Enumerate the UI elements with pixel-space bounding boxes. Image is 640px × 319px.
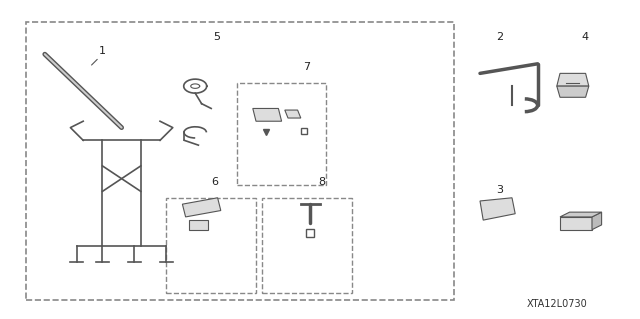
Polygon shape xyxy=(557,73,589,86)
Text: 8: 8 xyxy=(319,177,326,187)
Polygon shape xyxy=(557,86,589,97)
Polygon shape xyxy=(285,110,301,118)
Polygon shape xyxy=(480,198,515,220)
Text: 1: 1 xyxy=(99,46,106,56)
Polygon shape xyxy=(592,212,602,230)
Text: 7: 7 xyxy=(303,62,310,72)
Text: XTA12L0730: XTA12L0730 xyxy=(527,300,587,309)
Polygon shape xyxy=(189,220,208,230)
Text: 4: 4 xyxy=(581,32,588,42)
Polygon shape xyxy=(182,198,221,217)
Text: 2: 2 xyxy=(496,32,503,42)
Polygon shape xyxy=(253,108,282,121)
Polygon shape xyxy=(560,212,602,217)
Polygon shape xyxy=(560,217,592,230)
Text: 3: 3 xyxy=(496,185,503,195)
Text: 5: 5 xyxy=(213,32,220,42)
Text: 6: 6 xyxy=(211,177,218,187)
